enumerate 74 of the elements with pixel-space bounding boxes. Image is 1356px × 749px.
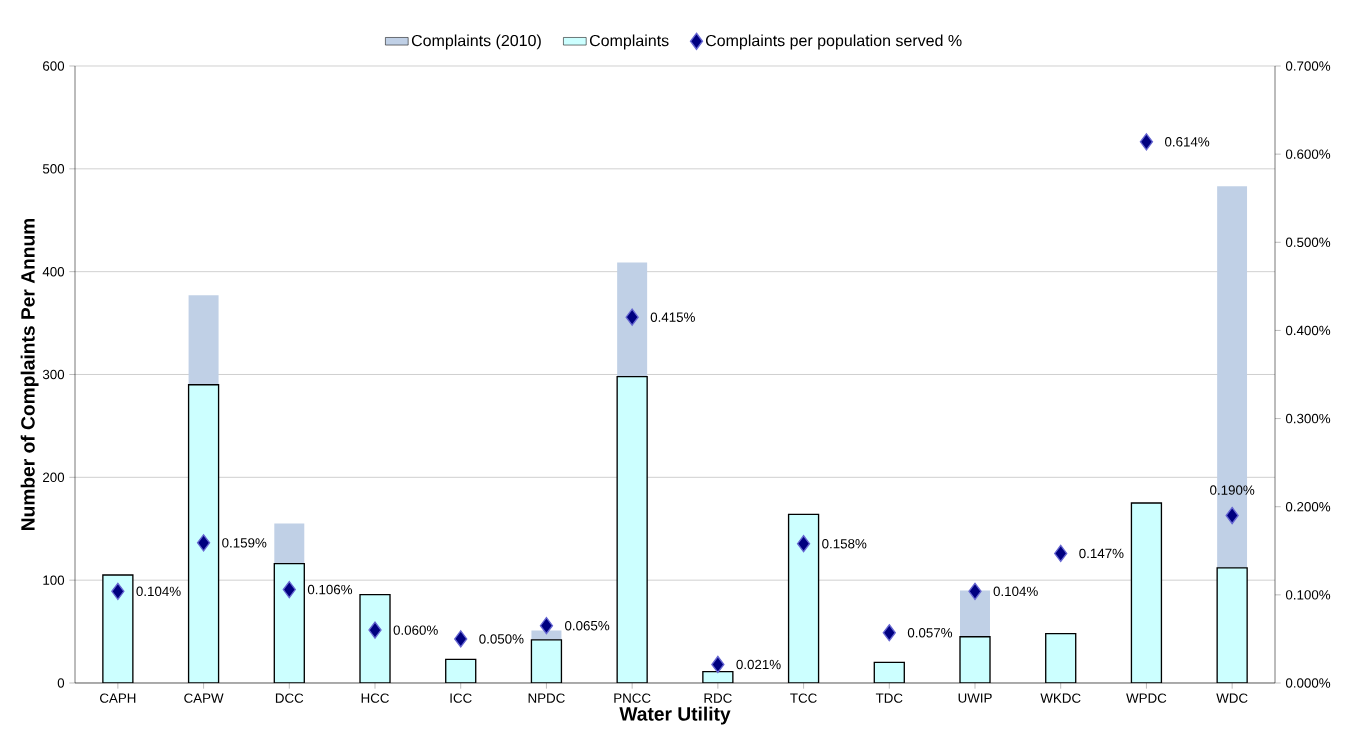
point [968,582,982,600]
data-label: 0.060% [393,625,438,635]
x-tick-label: ICC [450,693,472,703]
x-tick-label: CAPH [100,693,136,703]
data-label: 0.147% [1079,548,1124,559]
bar [787,513,820,683]
y2-tick-label: 0.200% [1285,501,1331,512]
y2-tick-label: 0.000% [1285,678,1331,688]
y2-tick-label: 0.700% [1285,61,1331,71]
y2-tick-label: 0.400% [1285,325,1331,336]
x-tick-label: RDC [704,693,732,703]
data-label: 0.415% [650,312,695,322]
x-tick-label: HCC [361,693,389,703]
data-label: 0.104% [136,586,181,597]
x-tick-label: UWIP [958,693,992,703]
bar [530,639,563,683]
bar [616,375,648,683]
point [1054,544,1068,563]
data-label: 0.614% [1165,137,1210,147]
legend-label: Complaints (2010) [411,34,541,50]
point [111,582,125,600]
point [1225,506,1239,525]
point [796,535,811,553]
x-tick-label: PNCC [614,693,651,703]
y-tick-label: 400 [42,266,65,277]
bar [1130,502,1163,683]
y-tick-label: 500 [42,164,65,174]
x-tick-label: WPDC [1126,693,1167,703]
point [711,655,725,674]
y2-tick-label: 0.600% [1285,149,1331,159]
bar [102,574,134,683]
y-tick-label: 0 [57,678,65,688]
legend-label: Complaints [589,34,669,50]
y2-tick-label: 0.100% [1285,590,1331,600]
y-tick-label: 100 [43,575,65,585]
x-tick-label: TDC [875,693,903,703]
data-label: 0.021% [736,659,781,670]
data-label: 0.159% [222,538,267,548]
x-tick-label: WDC [1216,693,1248,703]
y2-tick-label: 0.500% [1285,237,1331,247]
data-label: 0.057% [907,628,953,638]
bar [1045,632,1077,683]
point [196,534,211,552]
data-label: 0.158% [822,539,867,549]
bar [359,593,391,683]
data-label: 0.190% [1210,485,1255,495]
y-tick-label: 600 [43,61,65,71]
data-label: 0.106% [307,584,353,595]
data-label: 0.104% [993,586,1038,597]
x-axis-title: Water Utility [619,706,731,725]
data-label: 0.050% [479,634,524,644]
bar [445,658,477,683]
legend-label: Complaints per population served % [705,34,962,50]
x-tick-label: NPDC [528,693,565,703]
y-tick-label: 300 [42,369,65,380]
bar [187,384,220,683]
point [1139,133,1154,151]
y2-tick-label: 0.300% [1285,413,1331,424]
x-tick-label: TCC [790,693,817,703]
point [282,580,296,599]
x-tick-label: CAPW [184,693,224,703]
point [368,621,382,639]
bar [273,563,305,683]
point [625,308,639,326]
y-tick-label: 200 [43,472,65,483]
bar [959,636,991,683]
x-tick-label: DCC [275,693,304,703]
point [882,624,896,642]
point [454,630,468,648]
point [539,617,554,635]
x-tick-label: WKDC [1040,693,1081,703]
data-label: 0.065% [565,620,610,631]
bar [1216,567,1248,683]
y-axis-title: Number of Complaints Per Annum [20,218,39,531]
